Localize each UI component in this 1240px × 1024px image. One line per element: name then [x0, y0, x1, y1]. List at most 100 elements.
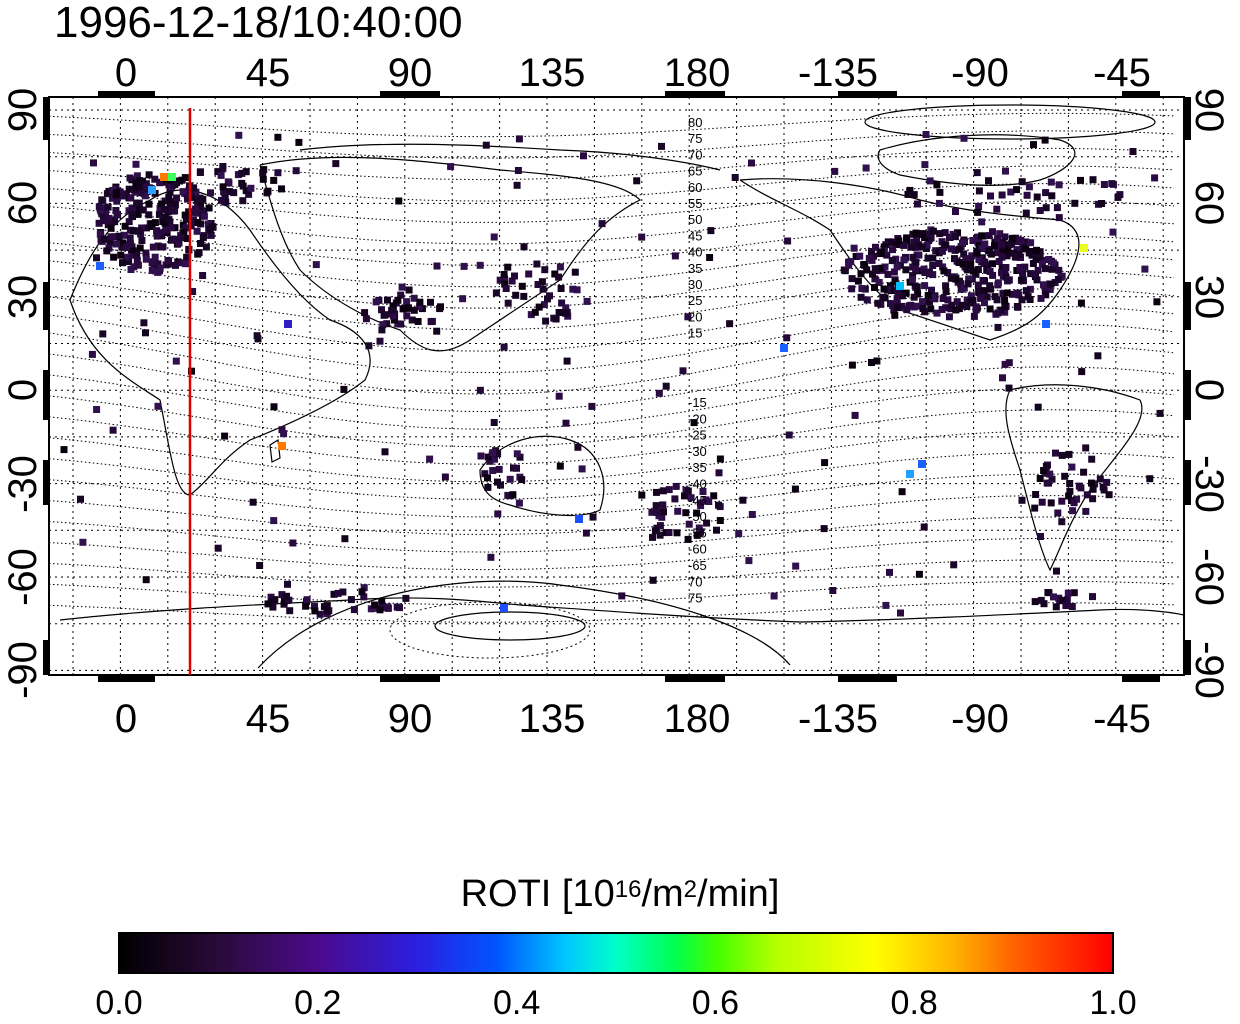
roti-cell	[1036, 251, 1044, 259]
bottom-axis-label: 90	[388, 697, 433, 741]
roti-cell	[829, 587, 837, 594]
roti-cell	[687, 494, 695, 502]
roti-cell	[143, 224, 150, 232]
left-axis-label: -90	[1, 641, 45, 699]
roti-cell	[99, 330, 107, 338]
roti-cell-high	[1080, 244, 1088, 252]
roti-cell	[944, 296, 952, 304]
contour-label: 60	[688, 180, 702, 195]
roti-cell	[1019, 270, 1027, 278]
madagascar-coast	[269, 438, 281, 463]
roti-cell	[381, 448, 389, 456]
roti-cell	[929, 293, 937, 301]
roti-cell	[179, 188, 187, 196]
roti-cell	[1055, 266, 1063, 274]
roti-cell	[142, 249, 150, 257]
axis-bar	[665, 91, 725, 98]
roti-cell	[1055, 181, 1063, 189]
roti-cell	[111, 233, 119, 241]
roti-cell	[156, 264, 164, 272]
roti-cell	[991, 242, 998, 250]
roti-cell	[848, 275, 856, 283]
right-axis-label: -30	[1187, 455, 1231, 513]
roti-cell	[1064, 589, 1072, 597]
roti-cell	[933, 309, 941, 317]
roti-cell	[173, 194, 181, 202]
roti-cell	[90, 159, 97, 167]
roti-cell	[441, 473, 449, 481]
roti-cell	[1103, 478, 1111, 486]
roti-cell	[197, 240, 204, 247]
roti-cell	[320, 603, 328, 611]
roti-cell	[980, 287, 988, 295]
roti-cell	[1001, 308, 1009, 316]
roti-cell	[105, 214, 113, 222]
roti-cell	[316, 610, 324, 618]
roti-cell	[264, 600, 272, 608]
roti-cell	[660, 508, 667, 516]
roti-cell	[963, 303, 971, 310]
roti-cell	[245, 190, 253, 198]
roti-cell	[898, 292, 906, 300]
roti-cell	[494, 478, 501, 486]
roti-cell	[942, 288, 950, 296]
roti-cell	[96, 230, 104, 238]
roti-cell	[1077, 176, 1084, 184]
roti-cell	[656, 522, 664, 530]
axis-bar	[98, 91, 155, 98]
roti-cell	[166, 188, 174, 196]
roti-cell	[1022, 245, 1030, 253]
roti-cell	[170, 206, 178, 214]
roti-cell	[105, 219, 113, 227]
roti-cell	[716, 455, 724, 463]
roti-cell	[334, 589, 342, 597]
left-axis-label: -30	[1, 455, 45, 513]
roti-cell	[88, 350, 96, 358]
roti-cell	[1048, 475, 1056, 483]
roti-cell	[1022, 287, 1030, 295]
roti-cell	[1027, 270, 1035, 278]
roti-cell	[207, 189, 214, 197]
roti-cell	[873, 357, 881, 365]
roti-cell	[562, 304, 570, 312]
roti-cell	[920, 523, 928, 531]
roti-cell	[165, 193, 173, 201]
roti-cell	[1018, 496, 1026, 504]
roti-cell	[509, 491, 517, 499]
roti-cell	[583, 297, 591, 305]
roti-cell	[994, 249, 1002, 257]
roti-cell	[974, 266, 982, 273]
roti-cell	[1009, 290, 1016, 298]
roti-cell	[886, 568, 893, 576]
roti-cell	[998, 191, 1006, 199]
roti-cell	[405, 286, 413, 294]
roti-cell	[95, 203, 103, 211]
roti-cell	[247, 184, 255, 192]
roti-cell	[946, 234, 953, 241]
roti-cell	[915, 267, 923, 275]
roti-cell	[384, 296, 391, 304]
roti-cell	[653, 488, 660, 496]
roti-cell	[1089, 485, 1097, 493]
roti-cell	[399, 305, 407, 313]
roti-cell	[1054, 276, 1062, 283]
roti-cell	[190, 184, 198, 192]
roti-cell	[403, 298, 411, 306]
roti-cell	[563, 357, 571, 365]
roti-cell	[242, 187, 250, 195]
roti-cell	[513, 181, 521, 189]
roti-cell	[935, 199, 943, 207]
roti-cell	[311, 602, 318, 610]
roti-cell	[1068, 603, 1076, 610]
roti-cell	[960, 134, 968, 142]
roti-cell	[993, 296, 1001, 304]
roti-cell	[726, 320, 734, 328]
roti-cell	[557, 285, 565, 292]
roti-cell	[784, 237, 792, 245]
right-axis-label: 60	[1187, 181, 1231, 226]
roti-cell	[944, 269, 952, 276]
roti-cell	[897, 609, 904, 617]
axis-bar	[43, 370, 50, 420]
roti-cell	[940, 267, 948, 275]
roti-cell	[893, 263, 901, 271]
